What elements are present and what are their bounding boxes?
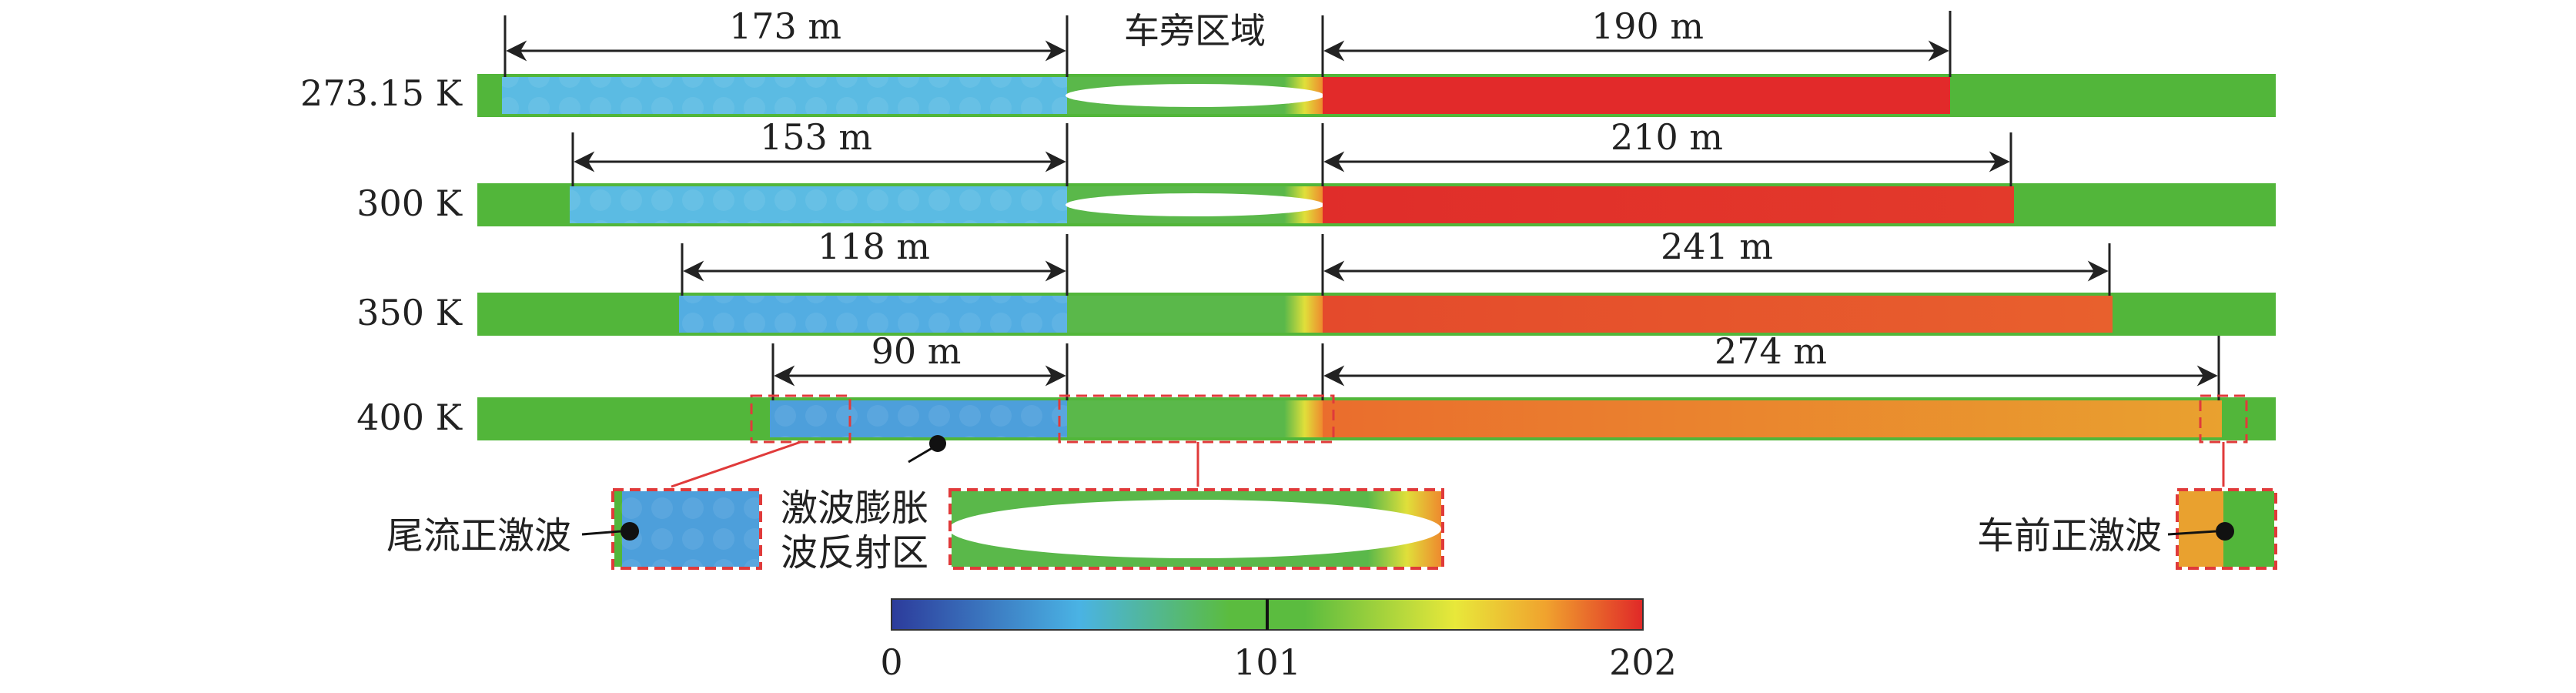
side-region: [1067, 400, 1323, 437]
row-label: 400 K: [356, 397, 463, 438]
front-region: [1323, 400, 2222, 437]
front-shock-label: 车前正激波: [1977, 514, 2162, 557]
wake-shock-label: 尾流正激波: [386, 514, 571, 557]
row-label: 350 K: [356, 292, 463, 333]
train-body: [1066, 84, 1324, 107]
front-region: [1323, 186, 2014, 223]
row-300K: 300 K 153 m 210 m: [356, 116, 2276, 226]
side-region-frame: [1058, 394, 1335, 444]
rear-distance-label: 118 m: [818, 226, 930, 267]
rear-distance-label: 173 m: [729, 5, 841, 47]
reflection-label-line1: 激波膨胀: [781, 487, 928, 530]
inset-reflection-zone: 激波膨胀 波反射区: [781, 445, 1444, 574]
row-400K: 400 K 90 m 274 m: [356, 330, 2276, 452]
inset-front-shock: 车前正激波: [1977, 488, 2277, 570]
front-distance-label: 190 m: [1591, 5, 1704, 47]
row-label: 300 K: [356, 182, 463, 224]
row-273K: 273.15 K 173 m 190 m: [300, 5, 2276, 117]
scale-min-label: 0: [880, 641, 902, 683]
row-350K: 350 K 118 m 241 m: [356, 226, 2276, 336]
reflection-label-line2: 波反射区: [781, 531, 928, 574]
scale-mid-label: 101: [1233, 641, 1301, 683]
front-region: [1323, 77, 1950, 114]
inset-wake-shock: 尾流正激波: [386, 488, 762, 570]
side-region: [1067, 296, 1323, 333]
front-shock-frame: [2199, 394, 2248, 444]
color-scale: 0 101 202: [880, 598, 1677, 683]
row-label: 273.15 K: [300, 72, 463, 114]
front-region: [1323, 296, 2113, 333]
scale-max-label: 202: [1609, 641, 1677, 683]
front-distance-label: 241 m: [1661, 226, 1773, 267]
train-body: [1066, 193, 1324, 216]
side-region-label: 车旁区域: [1124, 10, 1266, 52]
front-distance-label: 274 m: [1715, 330, 1827, 372]
rear-distance-label: 90 m: [871, 330, 962, 372]
rear-distance-label: 153 m: [760, 116, 872, 158]
front-distance-label: 210 m: [1611, 116, 1723, 158]
